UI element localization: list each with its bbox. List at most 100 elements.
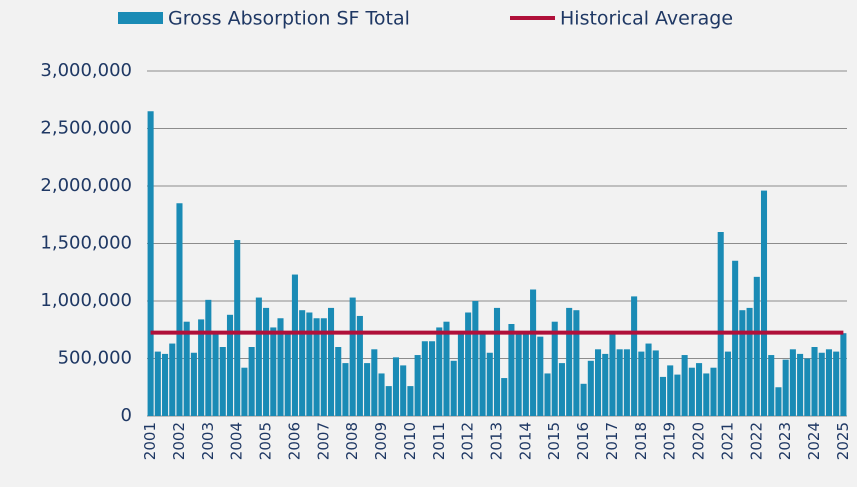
bar <box>746 307 753 416</box>
bar <box>753 276 760 416</box>
bar <box>522 333 529 416</box>
x-tick-label: 2009 <box>372 422 390 460</box>
x-tick-label: 2020 <box>690 422 708 460</box>
bar <box>739 310 746 416</box>
x-tick-label: 2007 <box>314 422 332 460</box>
bar <box>659 376 667 416</box>
bar <box>342 363 349 416</box>
bar <box>602 353 609 416</box>
x-tick-label: 2023 <box>776 422 794 460</box>
bar <box>681 355 688 416</box>
bar <box>284 333 291 416</box>
x-tick-label: 2006 <box>285 422 303 460</box>
bar <box>414 355 421 416</box>
bar <box>154 351 161 416</box>
bar <box>443 321 450 416</box>
bar <box>392 357 399 416</box>
x-tick-label: 2004 <box>228 422 246 460</box>
x-tick-label: 2015 <box>545 422 563 460</box>
bar <box>674 374 681 416</box>
x-tick-label: 2011 <box>430 422 448 460</box>
bar <box>724 351 731 416</box>
bar <box>587 360 594 416</box>
bar <box>371 349 378 416</box>
bar <box>219 347 226 416</box>
x-tick-label: 2019 <box>661 422 679 460</box>
bar <box>732 260 739 416</box>
bar <box>486 352 493 416</box>
bar <box>450 360 457 416</box>
x-tick-label: 2022 <box>747 422 765 460</box>
bar <box>429 341 436 416</box>
bar <box>551 321 558 416</box>
y-tick-label: 2,000,000 <box>40 175 132 196</box>
bar <box>710 367 717 416</box>
bar <box>457 333 464 416</box>
y-tick-label: 500,000 <box>58 348 132 369</box>
bar <box>508 324 515 416</box>
x-tick-label: 2003 <box>199 422 217 460</box>
bar <box>616 349 623 416</box>
bar <box>580 383 587 416</box>
bar <box>320 318 327 416</box>
x-tick-label: 2002 <box>170 422 188 460</box>
bar <box>169 343 176 416</box>
bar <box>465 312 472 416</box>
bar <box>667 365 674 416</box>
bar <box>768 355 775 416</box>
bar <box>493 307 501 416</box>
bar <box>833 351 840 416</box>
bar <box>270 327 277 416</box>
bar <box>162 353 169 416</box>
bar <box>472 301 479 416</box>
bar <box>811 347 818 416</box>
y-tick-label: 2,500,000 <box>40 118 132 139</box>
x-tick-label: 2025 <box>834 422 852 460</box>
bar <box>825 349 832 416</box>
x-tick-label: 2021 <box>718 422 736 460</box>
bar <box>147 111 154 416</box>
bar <box>479 333 486 416</box>
bar <box>688 367 695 416</box>
bar <box>364 363 371 416</box>
bar <box>212 333 219 416</box>
legend-label: Historical Average <box>560 8 733 30</box>
bar <box>515 333 522 416</box>
bar <box>623 349 630 416</box>
x-tick-label: 2024 <box>805 422 823 460</box>
bar <box>804 358 811 416</box>
bar <box>226 314 234 416</box>
bar <box>176 203 183 416</box>
bar <box>789 349 796 416</box>
legend-swatch <box>118 12 163 24</box>
bar <box>537 336 544 416</box>
y-tick-label: 1,500,000 <box>40 233 132 254</box>
bar <box>263 307 270 416</box>
bar <box>595 349 602 416</box>
bar <box>566 307 573 416</box>
bar <box>818 352 825 416</box>
bar <box>717 232 724 416</box>
bar <box>385 386 392 416</box>
bar <box>797 353 804 416</box>
bar <box>501 378 508 416</box>
bar <box>638 351 645 416</box>
bar <box>703 373 710 416</box>
legend-label: Gross Absorption SF Total <box>168 8 410 30</box>
x-tick-label: 2012 <box>459 422 477 460</box>
bar <box>327 307 335 416</box>
bar <box>436 327 443 416</box>
x-tick-label: 2016 <box>574 422 592 460</box>
bar <box>760 190 768 416</box>
bar <box>313 318 320 416</box>
bar <box>291 274 298 416</box>
bar <box>241 367 248 416</box>
x-tick-label: 2005 <box>257 422 275 460</box>
y-tick-label: 1,000,000 <box>40 290 132 311</box>
bar <box>544 373 551 416</box>
bar <box>198 319 205 416</box>
bar <box>530 289 537 416</box>
bar <box>190 352 197 416</box>
bar <box>277 318 284 416</box>
